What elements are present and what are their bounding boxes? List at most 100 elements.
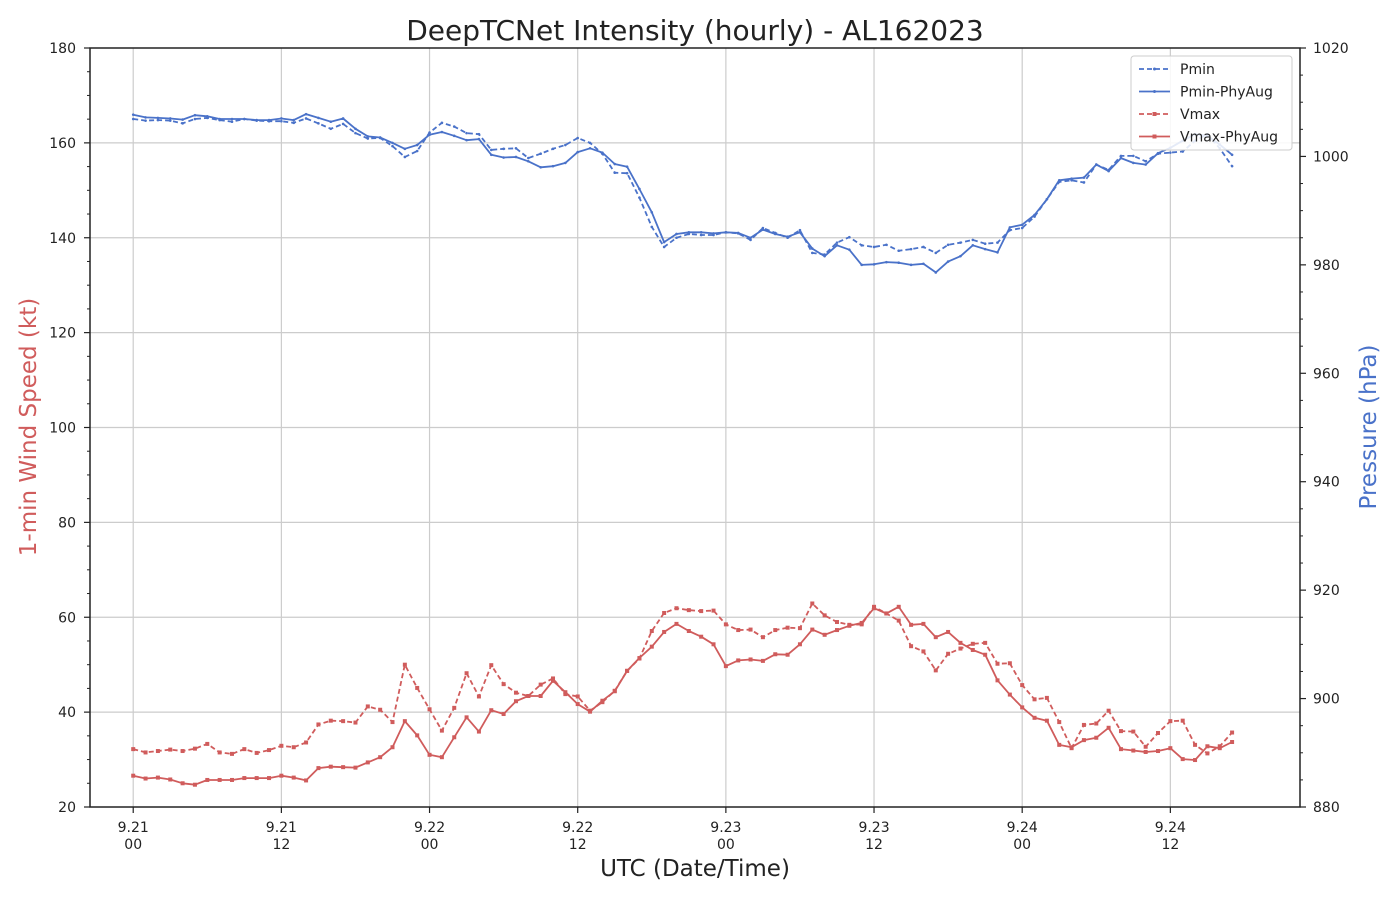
data-point xyxy=(465,138,468,142)
data-point xyxy=(1143,749,1148,754)
data-point xyxy=(1193,758,1198,763)
data-point xyxy=(699,634,704,639)
x-tick-label-hour: 12 xyxy=(569,837,587,853)
data-point xyxy=(1118,747,1123,752)
data-point xyxy=(452,705,457,710)
data-point xyxy=(686,608,691,613)
data-point xyxy=(760,658,765,663)
y-right-tick-label: 1020 xyxy=(1313,41,1349,57)
data-point xyxy=(1081,722,1086,727)
y-left-tick-label: 60 xyxy=(58,610,76,626)
data-point xyxy=(439,755,444,760)
axes-layer: 20 40 60 80 100 120 140 160 180 880 900 920 940 960 98… xyxy=(49,41,1348,853)
data-point xyxy=(1032,715,1037,720)
data-point xyxy=(983,640,988,645)
data-point xyxy=(822,632,827,637)
data-point xyxy=(192,782,197,787)
data-point xyxy=(798,228,802,232)
data-point xyxy=(551,678,556,683)
series-line xyxy=(133,605,1233,786)
y-left-tick-label: 20 xyxy=(58,800,76,816)
x-tick-label-date: 9.23 xyxy=(710,820,741,836)
data-point xyxy=(390,745,395,750)
y-left-tick-label: 180 xyxy=(49,41,76,57)
data-point xyxy=(699,233,703,237)
data-point xyxy=(748,657,753,662)
data-point xyxy=(649,629,654,634)
y-left-tick-label: 160 xyxy=(49,136,76,152)
data-point xyxy=(230,117,234,121)
data-point xyxy=(823,254,826,258)
data-point xyxy=(217,750,222,755)
data-point xyxy=(1094,163,1098,166)
data-point xyxy=(564,161,567,165)
data-point xyxy=(835,241,839,244)
data-point xyxy=(1044,718,1049,723)
data-point xyxy=(1107,169,1110,173)
data-point xyxy=(909,644,914,649)
data-point xyxy=(983,242,987,246)
data-point xyxy=(391,144,394,148)
data-point xyxy=(1020,683,1025,688)
y-axis-right-title: Pressure (hPa) xyxy=(1356,345,1382,510)
data-point xyxy=(143,776,148,781)
data-point xyxy=(959,241,962,244)
data-point xyxy=(131,747,136,752)
series-pmin-phyaug xyxy=(131,112,1234,274)
legend-label: Vmax-PhyAug xyxy=(1180,130,1278,146)
data-point xyxy=(773,628,778,633)
data-point xyxy=(983,652,988,657)
data-point xyxy=(1020,226,1024,230)
data-point xyxy=(341,122,345,126)
x-tick-label-date: 9.24 xyxy=(1007,820,1038,836)
data-point xyxy=(180,781,185,786)
data-point xyxy=(365,704,370,709)
y-right-tick-label: 880 xyxy=(1313,800,1340,816)
data-point xyxy=(1094,735,1099,740)
data-point xyxy=(613,162,617,166)
data-point xyxy=(229,751,234,756)
data-point xyxy=(576,150,580,154)
data-point xyxy=(649,644,654,649)
data-point xyxy=(291,775,296,780)
data-point xyxy=(242,747,247,752)
data-point xyxy=(143,750,148,755)
data-point xyxy=(848,235,851,239)
y-axis-left-title: 1-min Wind Speed (kt) xyxy=(16,298,42,556)
data-point xyxy=(1205,744,1210,749)
x-tick-label-hour: 12 xyxy=(865,837,883,853)
data-point xyxy=(625,668,630,673)
x-axis-title: UTC (Date/Time) xyxy=(600,856,790,882)
data-point xyxy=(810,627,815,632)
data-point xyxy=(1180,718,1185,723)
data-point xyxy=(1119,154,1123,158)
grid-layer xyxy=(90,48,1300,807)
data-point xyxy=(760,635,765,640)
data-point xyxy=(489,708,494,713)
data-point xyxy=(958,640,963,645)
legend-marker xyxy=(1153,67,1156,71)
x-tick-label-hour: 00 xyxy=(124,837,142,853)
data-point xyxy=(502,156,505,159)
data-point xyxy=(267,118,271,122)
data-point xyxy=(1007,692,1012,697)
data-point xyxy=(749,236,752,240)
data-point xyxy=(378,136,382,139)
data-point xyxy=(798,231,802,234)
series-vmax xyxy=(131,601,1235,756)
x-tick-label-date: 9.24 xyxy=(1155,820,1186,836)
data-point xyxy=(625,171,629,175)
data-point xyxy=(527,156,530,160)
data-point xyxy=(723,622,728,627)
data-point xyxy=(860,244,863,247)
data-point xyxy=(254,750,259,755)
data-point xyxy=(588,141,592,145)
data-point xyxy=(970,647,975,652)
data-point xyxy=(291,745,296,750)
legend: Pmin Pmin-PhyAug Vmax Vmax-PhyAug xyxy=(1130,55,1293,151)
data-point xyxy=(909,263,913,267)
data-point xyxy=(885,260,888,264)
data-point xyxy=(996,251,999,254)
data-point xyxy=(601,151,604,154)
data-point xyxy=(328,764,333,769)
